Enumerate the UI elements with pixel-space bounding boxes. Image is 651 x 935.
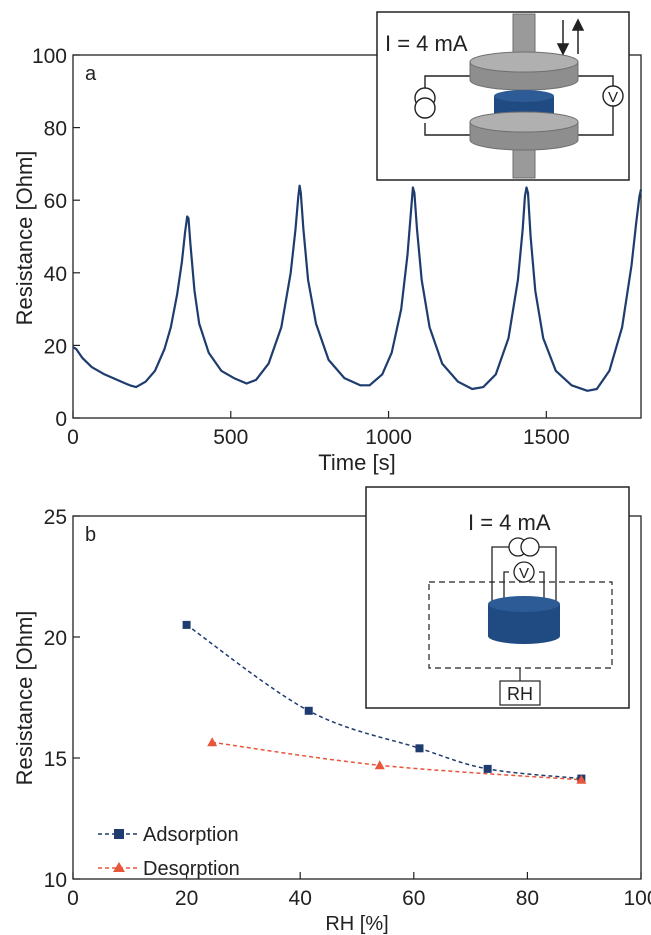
panel-b-inset-wires [491, 546, 557, 604]
panel-b-voltmeter-icon [513, 561, 535, 583]
panel-b-x-tick-label: 80 [516, 887, 539, 910]
adsorption-point [304, 706, 313, 715]
panel-b-sample-top [488, 596, 560, 612]
panel-a-x-tick-label: 1000 [365, 426, 412, 449]
legend-adsorption-marker [114, 829, 124, 839]
panel-a-upper-rod [512, 13, 536, 57]
panel-b-chart: 0 20 40 60 80 100 10 15 20 25 b RH [%] Resistance… [12, 486, 651, 935]
panel-a-upper-plate-top [469, 51, 579, 73]
panel-a-current-source-icon-2 [414, 97, 436, 119]
panel-b-legend: Adsorption Desorption [98, 824, 240, 880]
panel-b-data-points [182, 620, 587, 784]
panel-b-x-tick-label: 20 [175, 887, 198, 910]
panel-a-label: a [85, 63, 97, 85]
rh-box-label: RH [507, 684, 533, 704]
panel-a-x-tick-label: 500 [213, 426, 248, 449]
panel-a-y-tick-label: 20 [44, 335, 67, 358]
panel-b-y-tick-label: 10 [44, 869, 67, 892]
panel-a-sample-top [494, 90, 554, 102]
panel-b-y-tick-label: 20 [44, 627, 67, 650]
panel-a-inset-current-label: I = 4 mA [385, 31, 468, 56]
panel-a-series-line [72, 184, 643, 392]
panel-a-y-axis-label: Resistance [Ohm] [12, 151, 37, 326]
panel-b-label: b [85, 524, 96, 546]
panel-a-ticks [72, 54, 547, 419]
panel-b-x-tick-label: 0 [67, 887, 79, 910]
panel-a-plot-frame [72, 54, 642, 419]
panel-b-y-tick-label: 25 [44, 506, 67, 529]
panel-b-inset-current-label: I = 4 mA [468, 510, 551, 535]
desorption-point [576, 774, 587, 784]
panel-a-y-tick-label: 80 [44, 118, 67, 141]
panel-a-x-tick-label: 0 [67, 426, 79, 449]
legend-desorption-label: Desorption [143, 858, 240, 880]
panel-b-inset-frame [365, 486, 630, 709]
panel-b-tick-labels: 0 20 40 60 80 100 10 15 20 25 [44, 506, 651, 910]
adsorption-point [483, 764, 492, 773]
panel-b-voltmeter-symbol: V [519, 565, 529, 582]
panel-b-plot-frame [72, 515, 642, 880]
panel-b-x-tick-label: 100 [623, 887, 651, 910]
panel-a-inset-diagram: I = 4 mA V [376, 11, 630, 181]
panel-a-x-axis-label: Time [s] [318, 450, 395, 475]
panel-a-chart: 0 500 1000 1500 0 20 40 60 80 100 a Time [s] Resi… [12, 11, 643, 475]
desorption-fit-line [212, 741, 582, 781]
desorption-point [207, 737, 218, 747]
compression-arrows-icon [556, 18, 585, 56]
adsorption-point [182, 620, 191, 629]
panel-a-y-tick-label: 40 [44, 263, 67, 286]
desorption-point [374, 760, 385, 770]
legend-desorption-marker [113, 862, 125, 872]
rh-box [499, 680, 541, 706]
panel-a-y-tick-label: 60 [44, 190, 67, 213]
panel-a-inset-wires [424, 75, 614, 136]
panel-b-y-axis-label: Resistance [Ohm] [12, 611, 37, 786]
panel-b-ticks [72, 515, 642, 880]
panel-a-y-tick-label: 100 [32, 45, 67, 68]
panel-a-voltmeter-icon [602, 85, 624, 107]
panel-a-voltmeter-symbol: V [608, 89, 618, 106]
panel-a-lower-plate-top [469, 111, 579, 133]
panel-b-x-tick-label: 40 [289, 887, 312, 910]
panel-b-current-source-icon-2 [520, 537, 540, 557]
panel-b-inset-diagram: I = 4 mA V RH [365, 486, 630, 709]
panel-b-x-axis-label: RH [%] [325, 913, 388, 935]
panel-a-y-tick-label: 0 [55, 408, 67, 431]
adsorption-point [415, 744, 424, 753]
legend-adsorption-label: Adsorption [143, 824, 239, 846]
panel-a-x-tick-label: 1500 [523, 426, 570, 449]
adsorption-fit-line [186, 624, 582, 780]
panel-b-y-tick-label: 15 [44, 748, 67, 771]
panel-a-tick-labels: 0 500 1000 1500 0 20 40 60 80 100 [32, 45, 570, 449]
panel-b-sample [488, 604, 560, 644]
panel-b-x-tick-label: 60 [402, 887, 425, 910]
